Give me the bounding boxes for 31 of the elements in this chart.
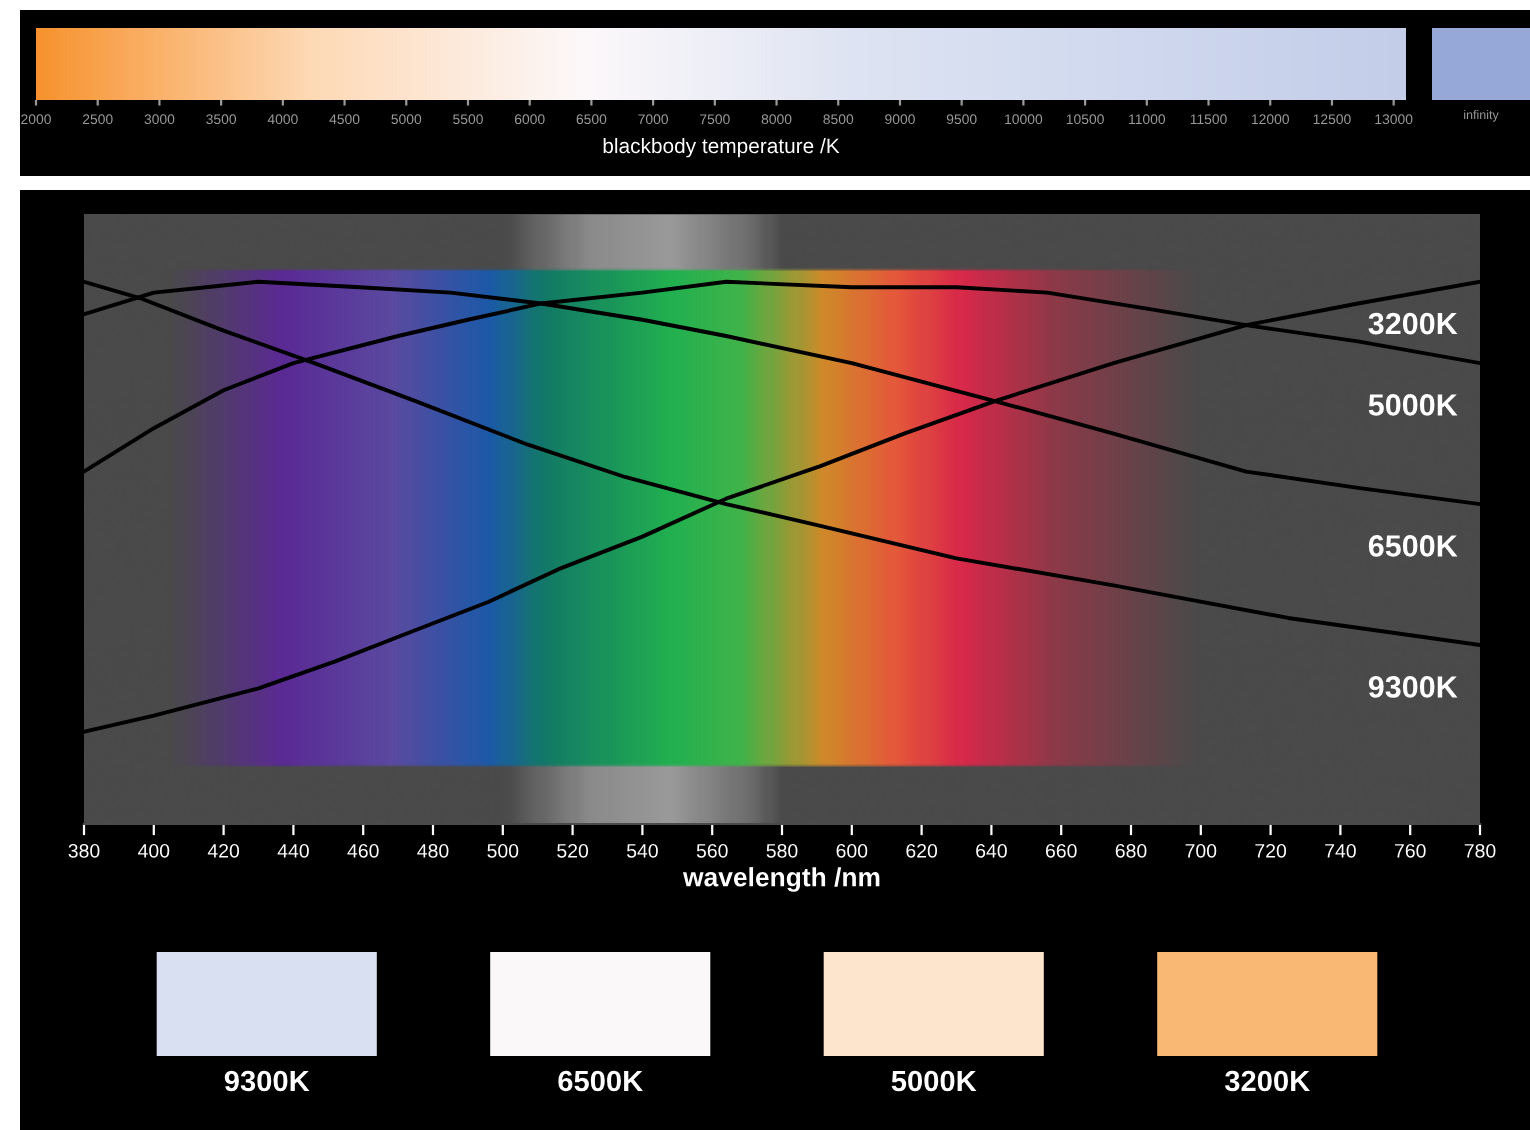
x-tick-label: 740 bbox=[1325, 843, 1356, 858]
x-tick-label: 680 bbox=[1115, 843, 1147, 858]
color-bar-title: blackbody temperature /K bbox=[603, 137, 840, 158]
x-tick-label: 420 bbox=[207, 843, 240, 858]
series-label: 6500K bbox=[1368, 535, 1458, 557]
x-tick-label: 6500K bbox=[558, 1070, 643, 1092]
x-tick-label: 5000K bbox=[891, 1070, 977, 1092]
x-tick-label: 780 bbox=[1464, 843, 1496, 858]
series-label: 3200K bbox=[1368, 312, 1458, 335]
x-axis-title: wavelength /nm bbox=[682, 867, 880, 892]
x-tick-label: 540 bbox=[626, 843, 658, 858]
x-tick-label: 560 bbox=[696, 843, 728, 858]
x-tick-label: 3200K bbox=[1224, 1070, 1310, 1092]
x-tick-label: 460 bbox=[347, 843, 379, 858]
x-tick-label: 440 bbox=[277, 843, 309, 858]
x-tick-label: 660 bbox=[1045, 843, 1077, 858]
x-tick-label: 640 bbox=[976, 843, 1007, 858]
x-tick-label: 620 bbox=[906, 843, 938, 858]
x-tick-label: 720 bbox=[1255, 843, 1287, 858]
x-tick-label: 500 bbox=[487, 843, 519, 858]
x-tick-label: 700 bbox=[1185, 843, 1217, 858]
x-tick-label: 480 bbox=[417, 843, 449, 858]
x-tick-label: 600 bbox=[836, 843, 868, 858]
x-tick-label: 9300K bbox=[224, 1070, 310, 1092]
series-label: 9300K bbox=[1368, 676, 1458, 698]
x-tick-label: 520 bbox=[557, 843, 589, 858]
series-label: 5000K bbox=[1368, 394, 1458, 416]
x-tick-label: 380 bbox=[68, 843, 100, 858]
x-tick-label: 580 bbox=[766, 843, 798, 858]
x-tick-label: 400 bbox=[138, 843, 170, 858]
x-tick-label: 760 bbox=[1394, 843, 1426, 858]
